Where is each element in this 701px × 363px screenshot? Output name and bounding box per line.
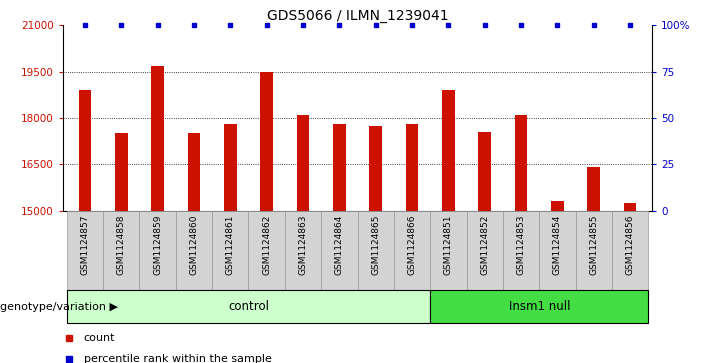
Bar xyxy=(115,134,128,211)
Bar xyxy=(430,290,648,323)
Text: GSM1124858: GSM1124858 xyxy=(117,215,125,275)
Bar xyxy=(478,132,491,211)
Text: count: count xyxy=(83,333,115,343)
Bar xyxy=(151,66,164,211)
Text: GSM1124853: GSM1124853 xyxy=(517,215,526,275)
Bar xyxy=(224,124,237,211)
Bar xyxy=(176,211,212,290)
Bar xyxy=(212,211,248,290)
Text: control: control xyxy=(228,300,269,313)
Text: Insm1 null: Insm1 null xyxy=(508,300,570,313)
Text: GSM1124852: GSM1124852 xyxy=(480,215,489,275)
Bar xyxy=(67,290,430,323)
Bar xyxy=(612,211,648,290)
Bar xyxy=(358,211,394,290)
Text: GSM1124851: GSM1124851 xyxy=(444,215,453,275)
Bar xyxy=(503,211,539,290)
Bar xyxy=(369,126,382,211)
Text: GSM1124859: GSM1124859 xyxy=(153,215,162,275)
Text: GSM1124854: GSM1124854 xyxy=(553,215,562,275)
Text: GSM1124864: GSM1124864 xyxy=(335,215,343,275)
Bar xyxy=(248,211,285,290)
Bar xyxy=(333,124,346,211)
Bar xyxy=(188,134,200,211)
Text: GSM1124855: GSM1124855 xyxy=(590,215,598,275)
Bar xyxy=(406,124,418,211)
Bar xyxy=(467,211,503,290)
Bar xyxy=(103,211,139,290)
Text: percentile rank within the sample: percentile rank within the sample xyxy=(83,354,271,363)
Bar xyxy=(576,211,612,290)
Bar xyxy=(285,211,321,290)
Title: GDS5066 / ILMN_1239041: GDS5066 / ILMN_1239041 xyxy=(266,9,449,23)
Text: GSM1124865: GSM1124865 xyxy=(372,215,380,275)
Text: GSM1124860: GSM1124860 xyxy=(189,215,198,275)
Bar xyxy=(624,203,637,211)
Bar xyxy=(515,115,527,211)
Text: GSM1124862: GSM1124862 xyxy=(262,215,271,275)
Bar xyxy=(394,211,430,290)
Bar xyxy=(430,211,467,290)
Text: GSM1124863: GSM1124863 xyxy=(299,215,308,275)
Bar xyxy=(260,72,273,211)
Bar xyxy=(79,90,91,211)
Bar xyxy=(442,90,455,211)
Bar xyxy=(139,211,176,290)
Text: GSM1124861: GSM1124861 xyxy=(226,215,235,275)
Bar xyxy=(297,115,309,211)
Bar xyxy=(321,211,358,290)
Bar xyxy=(551,201,564,211)
Text: GSM1124866: GSM1124866 xyxy=(407,215,416,275)
Bar xyxy=(67,211,103,290)
Text: genotype/variation ▶: genotype/variation ▶ xyxy=(0,302,118,312)
Bar xyxy=(539,211,576,290)
Bar xyxy=(587,167,600,211)
Text: GSM1124856: GSM1124856 xyxy=(625,215,634,275)
Text: GSM1124857: GSM1124857 xyxy=(81,215,90,275)
